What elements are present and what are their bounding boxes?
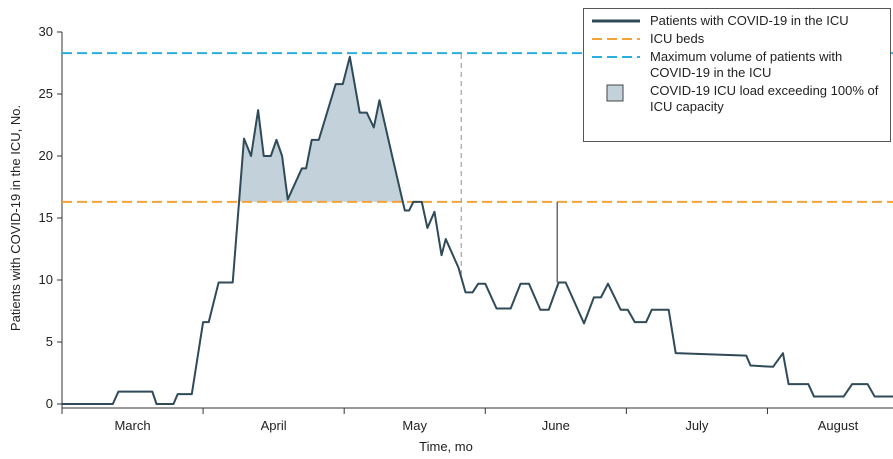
x-category-label: May	[402, 418, 427, 433]
legend-item: ICU beds	[590, 31, 884, 47]
legend-label: ICU beds	[650, 31, 705, 46]
legend-item: Patients with COVID-19 in the ICU	[590, 13, 884, 29]
y-tick-label: 0	[46, 396, 53, 411]
x-category-label: August	[818, 418, 859, 433]
series-line	[62, 55, 893, 405]
legend-label: Patients with COVID-19 in the ICU	[650, 13, 849, 28]
y-tick-label: 20	[39, 148, 53, 163]
legend-swatch	[590, 13, 642, 29]
legend-label: COVID-19 ICU load exceeding 100% of ICU …	[650, 83, 879, 114]
x-category-label: July	[685, 418, 709, 433]
legend-item: COVID-19 ICU load exceeding 100% of ICU …	[590, 83, 884, 115]
x-category-label: June	[542, 418, 570, 433]
x-axis-label: Time, mo	[419, 439, 473, 454]
y-tick-label: 25	[39, 86, 53, 101]
x-category-label: April	[261, 418, 287, 433]
y-tick-label: 10	[39, 272, 53, 287]
exceed-area	[62, 56, 893, 202]
x-category-label: March	[114, 418, 150, 433]
legend-swatch	[590, 31, 642, 47]
legend-swatch	[590, 83, 642, 102]
legend-swatch	[590, 49, 642, 65]
legend-item: Maximum volume of patients with COVID-19…	[590, 49, 884, 81]
y-tick-label: 30	[39, 24, 53, 39]
y-axis-label: Patients with COVID-19 in the ICU, No.	[8, 105, 23, 331]
y-tick-label: 5	[46, 334, 53, 349]
legend: Patients with COVID-19 in the ICU ICU bed…	[583, 8, 891, 142]
legend-label: Maximum volume of patients with COVID-19…	[650, 49, 843, 80]
y-tick-label: 15	[39, 210, 53, 225]
